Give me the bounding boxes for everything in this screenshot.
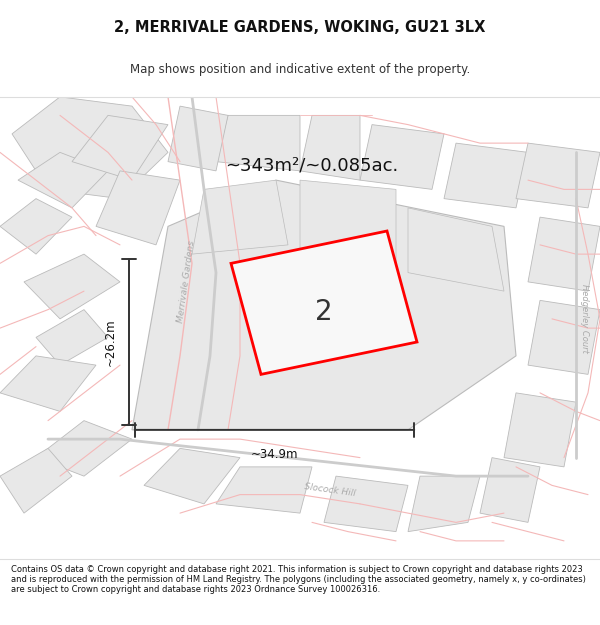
Text: 2: 2 bbox=[315, 298, 333, 326]
Polygon shape bbox=[516, 143, 600, 208]
Polygon shape bbox=[216, 467, 312, 513]
Polygon shape bbox=[24, 254, 120, 319]
Polygon shape bbox=[300, 180, 396, 263]
Text: Hedgerley Court: Hedgerley Court bbox=[581, 284, 589, 353]
Polygon shape bbox=[324, 476, 408, 532]
Polygon shape bbox=[408, 208, 504, 291]
Polygon shape bbox=[36, 421, 132, 476]
Polygon shape bbox=[408, 476, 480, 532]
Polygon shape bbox=[72, 116, 168, 180]
Text: ~26.2m: ~26.2m bbox=[104, 318, 117, 366]
Polygon shape bbox=[132, 180, 516, 430]
Polygon shape bbox=[444, 143, 528, 208]
Polygon shape bbox=[192, 180, 288, 254]
Polygon shape bbox=[12, 97, 168, 199]
Polygon shape bbox=[0, 356, 96, 411]
Polygon shape bbox=[0, 448, 72, 513]
Polygon shape bbox=[360, 124, 444, 189]
Polygon shape bbox=[504, 393, 576, 467]
Polygon shape bbox=[144, 448, 240, 504]
Polygon shape bbox=[216, 116, 300, 171]
Text: Contains OS data © Crown copyright and database right 2021. This information is : Contains OS data © Crown copyright and d… bbox=[11, 564, 586, 594]
Polygon shape bbox=[0, 199, 72, 254]
Polygon shape bbox=[528, 217, 600, 291]
Text: Map shows position and indicative extent of the property.: Map shows position and indicative extent… bbox=[130, 63, 470, 76]
Text: 2, MERRIVALE GARDENS, WOKING, GU21 3LX: 2, MERRIVALE GARDENS, WOKING, GU21 3LX bbox=[115, 19, 485, 34]
Polygon shape bbox=[480, 458, 540, 522]
Polygon shape bbox=[231, 231, 417, 374]
Text: Slocock Hill: Slocock Hill bbox=[304, 482, 356, 498]
Polygon shape bbox=[18, 152, 108, 208]
Text: Merrivale Gardens: Merrivale Gardens bbox=[176, 240, 196, 324]
Polygon shape bbox=[300, 116, 360, 180]
Polygon shape bbox=[36, 309, 108, 365]
Polygon shape bbox=[168, 106, 228, 171]
Polygon shape bbox=[528, 301, 600, 374]
Polygon shape bbox=[96, 171, 180, 245]
Text: ~343m²/~0.085ac.: ~343m²/~0.085ac. bbox=[226, 157, 398, 175]
Text: ~34.9m: ~34.9m bbox=[251, 448, 298, 461]
